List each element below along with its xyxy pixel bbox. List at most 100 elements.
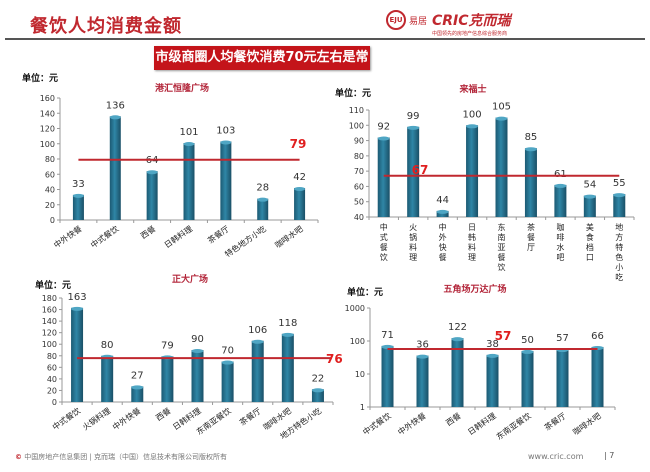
y-tick-label: 140 bbox=[42, 317, 57, 326]
bar bbox=[495, 117, 508, 217]
average-label: 76 bbox=[326, 352, 343, 366]
x-tick-label-char: 理 bbox=[409, 253, 417, 262]
data-label: 36 bbox=[416, 340, 429, 351]
bar-cap bbox=[109, 115, 121, 120]
data-label: 80 bbox=[101, 340, 114, 351]
x-tick-label-char: 饮 bbox=[380, 252, 388, 262]
bar-cap bbox=[146, 170, 158, 175]
bar bbox=[281, 333, 294, 402]
bar bbox=[251, 340, 264, 402]
x-tick-label-char: 吃 bbox=[615, 272, 623, 282]
bar bbox=[583, 195, 596, 217]
data-label: 92 bbox=[377, 122, 390, 133]
y-tick-label: 70 bbox=[354, 167, 364, 176]
bar bbox=[146, 171, 158, 220]
x-tick-label-char: 南 bbox=[498, 232, 506, 242]
chart-title: 五角场万达广场 bbox=[443, 283, 506, 295]
x-tick-label: 日韩料理 bbox=[466, 410, 498, 437]
bar-cap bbox=[451, 337, 464, 342]
x-tick-label: 茶餐厅 bbox=[527, 222, 535, 252]
x-tick-label: 东南亚餐饮 bbox=[498, 222, 506, 272]
footer-copyright-text: 中国房地产信息集团 | 克而瑞（中国）信息技术有限公司版权所有 bbox=[24, 453, 228, 461]
bar bbox=[377, 137, 390, 217]
bar bbox=[161, 356, 174, 402]
x-tick-label: 中式餐饮 bbox=[50, 405, 82, 432]
y-tick-label: 120 bbox=[42, 329, 57, 338]
copyright-icon: © bbox=[15, 453, 22, 461]
x-tick-label-char: 口 bbox=[586, 253, 594, 262]
bar-cap bbox=[466, 124, 479, 129]
bar-cap bbox=[486, 353, 499, 358]
bar-cap bbox=[72, 193, 84, 198]
y-tick-label: 80 bbox=[354, 152, 364, 161]
bar-cap bbox=[71, 306, 84, 311]
x-tick-label-char: 理 bbox=[468, 253, 476, 262]
bar-cap bbox=[381, 344, 394, 349]
bar bbox=[466, 125, 479, 217]
x-tick-label-char: 地 bbox=[615, 222, 623, 232]
x-tick-label-char: 亚 bbox=[498, 243, 506, 252]
bar bbox=[556, 349, 569, 407]
data-label: 57 bbox=[556, 333, 569, 344]
data-label: 163 bbox=[68, 292, 87, 303]
bar bbox=[72, 194, 84, 220]
bar bbox=[183, 142, 195, 220]
bar-cap bbox=[220, 140, 232, 145]
x-tick-label-char: 厅 bbox=[527, 243, 535, 252]
data-label: 66 bbox=[591, 331, 604, 342]
bar-cap bbox=[311, 388, 324, 393]
bar-cap bbox=[251, 339, 264, 344]
data-label: 79 bbox=[161, 340, 174, 351]
eju-logo-mark: EJU bbox=[386, 10, 406, 30]
y-tick-label: 180 bbox=[42, 294, 57, 303]
bar-cap bbox=[554, 183, 567, 188]
x-tick-label-char: 水 bbox=[556, 242, 564, 252]
bar-cap bbox=[495, 116, 508, 121]
bar-cap bbox=[583, 194, 596, 199]
y-tick-label: 90 bbox=[354, 137, 364, 146]
y-tick-label: 60 bbox=[45, 170, 55, 179]
bar-cap bbox=[221, 360, 234, 365]
x-tick-label: 火锅料理 bbox=[80, 405, 112, 432]
y-tick-label: 100 bbox=[40, 140, 55, 149]
y-tick-label: 40 bbox=[47, 375, 57, 384]
bar bbox=[131, 386, 144, 402]
x-tick-label-char: 中 bbox=[439, 222, 447, 232]
unit-label: 单位：元 bbox=[35, 279, 71, 291]
footer-copyright: © 中国房地产信息集团 | 克而瑞（中国）信息技术有限公司版权所有 bbox=[15, 452, 227, 462]
x-tick-label: 咖啡水吧 bbox=[273, 223, 305, 250]
y-tick-label: 20 bbox=[47, 386, 57, 395]
x-tick-label: 茶餐厅 bbox=[237, 405, 262, 427]
x-tick-label-char: 方 bbox=[615, 232, 623, 242]
x-tick-label: 西餐 bbox=[139, 224, 157, 241]
chart-title: 来福士 bbox=[458, 83, 486, 95]
y-tick-label: 20 bbox=[45, 201, 55, 210]
x-tick-label-char: 特 bbox=[615, 242, 623, 252]
data-label: 54 bbox=[583, 180, 596, 191]
x-tick-label-char: 小 bbox=[615, 263, 623, 272]
bar bbox=[191, 350, 204, 402]
x-tick-label-char: 茶 bbox=[527, 222, 535, 232]
x-tick-label-char: 餐 bbox=[527, 233, 535, 242]
data-label: 90 bbox=[191, 334, 204, 345]
eju-logo: EJU 易居 bbox=[386, 10, 427, 30]
bar bbox=[416, 355, 429, 407]
x-tick-label-char: 啡 bbox=[556, 232, 564, 242]
x-tick-label-char: 火 bbox=[409, 223, 417, 232]
data-label: 27 bbox=[131, 370, 144, 381]
page-title: 餐饮人均消费金额 bbox=[30, 16, 182, 37]
bar-cap bbox=[524, 147, 537, 152]
x-tick-label-char: 料 bbox=[468, 242, 476, 252]
x-tick-label: 地方特色小吃 bbox=[615, 222, 623, 282]
data-label: 105 bbox=[492, 102, 511, 113]
bar bbox=[436, 210, 449, 217]
bar-cap bbox=[257, 197, 269, 202]
bar bbox=[381, 345, 394, 407]
y-tick-label: 80 bbox=[45, 155, 55, 164]
data-label: 33 bbox=[72, 179, 85, 190]
cric-logo-subtitle: 中国领先的房地产信息综合服务商 bbox=[432, 31, 508, 37]
bar bbox=[486, 354, 499, 407]
x-tick-label: 特色地方小吃 bbox=[223, 223, 268, 259]
cric-logo-text: CRIC克而瑞 bbox=[432, 13, 511, 29]
data-label: 100 bbox=[463, 109, 482, 120]
